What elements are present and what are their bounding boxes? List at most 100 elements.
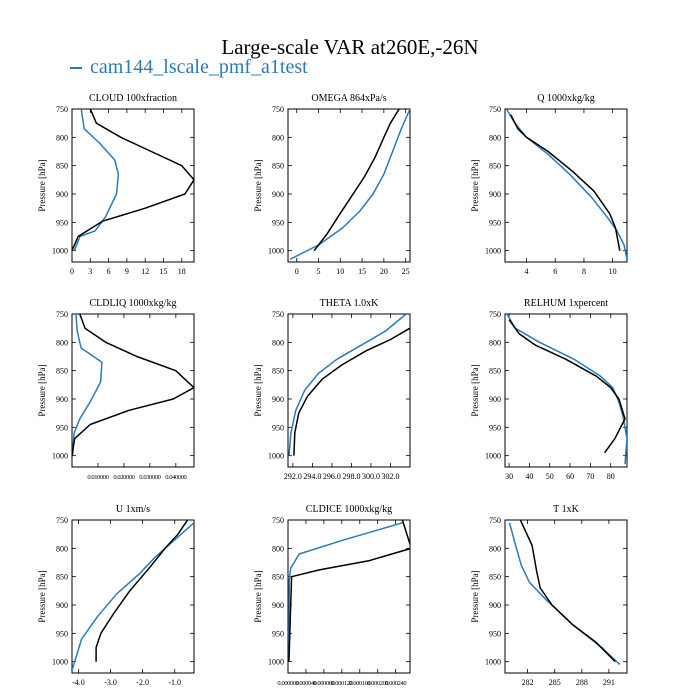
panel-1: CLOUD 100xfraction Pressure [hPa] 750 800 85…: [37, 93, 195, 276]
y-axis-label: Pressure [hPa]: [253, 570, 263, 622]
x-tick-label: 300.0: [362, 472, 380, 481]
plot-frame: [504, 108, 628, 263]
y-tick-label: 950: [489, 218, 501, 227]
panel-title: U 1xm/s: [116, 504, 150, 515]
x-tick-label: -3.0: [104, 678, 117, 687]
x-tick-label: -4.0: [72, 678, 85, 687]
x-tick-label: 80: [607, 472, 615, 481]
y-axis-label: Pressure [hPa]: [470, 159, 480, 211]
x-tick-label: 0.000120: [331, 680, 352, 687]
panel-2: OMEGA 864xPa/s Pressure [hPa] 750 800 850 900…: [253, 93, 411, 276]
panel-9: T 1xK Pressure [hPa] 750 800 850 900 950 1000 28…: [470, 504, 628, 687]
x-tick-label: 60: [566, 472, 574, 481]
x-tick-label: 8: [582, 267, 586, 276]
y-tick-label: 900: [272, 601, 284, 610]
y-tick-label: 900: [489, 601, 501, 610]
plot-frame: [71, 313, 195, 468]
y-tick-label: 1000: [52, 247, 68, 256]
panel-title: THETA 1.0xK: [320, 298, 379, 309]
x-tick-label: 40: [525, 472, 533, 481]
series-line-model: [72, 314, 103, 456]
y-axis-label: Pressure [hPa]: [470, 364, 480, 416]
y-axis-label: Pressure [hPa]: [470, 570, 480, 622]
series-line-obs: [72, 314, 194, 456]
plot-frame: [287, 519, 411, 674]
plot-frame: [504, 313, 628, 468]
y-tick-label: 950: [56, 218, 68, 227]
x-tick-label: 0.040000: [165, 474, 186, 481]
legend: cam144_lscale_pmf_a1test: [70, 56, 308, 79]
y-tick-label: 950: [489, 423, 501, 432]
plot-frame: [71, 108, 195, 263]
y-tick-label: 800: [489, 338, 501, 347]
x-tick-label: 10: [609, 267, 617, 276]
y-axis-label: Pressure [hPa]: [253, 364, 263, 416]
y-tick-label: 1000: [268, 247, 284, 256]
x-tick-label: 15: [358, 267, 366, 276]
legend-label: cam144_lscale_pmf_a1test: [90, 56, 308, 78]
x-tick-label: 70: [586, 472, 594, 481]
y-tick-label: 800: [272, 338, 284, 347]
y-tick-label: 900: [489, 395, 501, 404]
y-tick-label: 1000: [268, 452, 284, 461]
y-axis-label: Pressure [hPa]: [253, 159, 263, 211]
y-tick-label: 1000: [268, 658, 284, 667]
y-tick-label: 800: [56, 544, 68, 553]
y-tick-label: 800: [489, 544, 501, 553]
y-tick-label: 850: [272, 162, 284, 171]
figure-title: Large-scale VAR at260E,-26N: [221, 35, 479, 59]
x-tick-label: 30: [505, 472, 513, 481]
y-tick-label: 750: [489, 105, 501, 114]
series-line-model: [506, 314, 627, 465]
y-tick-label: 750: [272, 105, 284, 114]
panel-title: Q 1000xkg/kg: [537, 93, 595, 104]
y-tick-label: 800: [56, 133, 68, 142]
y-tick-label: 900: [56, 601, 68, 610]
x-tick-label: 294.0: [303, 472, 321, 481]
y-tick-label: 900: [56, 395, 68, 404]
plot-frame: [71, 519, 195, 674]
y-tick-label: 750: [489, 516, 501, 525]
series-line-model: [505, 109, 627, 260]
series-line-obs: [519, 520, 616, 663]
x-tick-label: 288: [576, 678, 588, 687]
x-tick-label: -2.0: [136, 678, 149, 687]
panel-title: CLOUD 100xfraction: [89, 93, 177, 104]
y-tick-label: 1000: [52, 452, 68, 461]
x-tick-label: 50: [546, 472, 554, 481]
x-tick-label: 10: [336, 267, 344, 276]
x-tick-label: 3: [88, 267, 92, 276]
panel-3: Q 1000xkg/kg Pressure [hPa] 750 800 850 900 95…: [470, 93, 628, 276]
panel-title: T 1xK: [553, 504, 579, 515]
y-tick-label: 900: [489, 190, 501, 199]
x-tick-label: 0.000240: [385, 680, 406, 687]
x-tick-label: 291: [603, 678, 615, 687]
plot-frame: [504, 519, 628, 674]
y-tick-label: 900: [56, 190, 68, 199]
series-line-obs: [72, 109, 194, 251]
x-tick-label: 285: [549, 678, 561, 687]
series-line-obs: [510, 114, 621, 251]
x-tick-label: 25: [402, 267, 410, 276]
x-tick-label: 18: [178, 267, 186, 276]
x-tick-label: 6: [107, 267, 111, 276]
plot-frame: [287, 313, 411, 468]
panel-5: THETA 1.0xK Pressure [hPa] 750 800 850 900 950…: [253, 298, 411, 481]
y-tick-label: 950: [272, 423, 284, 432]
y-tick-label: 850: [56, 162, 68, 171]
y-tick-label: 750: [272, 516, 284, 525]
panel-7: U 1xm/s Pressure [hPa] 750 800 850 900 950 1000…: [37, 504, 195, 687]
x-tick-label: 20: [380, 267, 388, 276]
x-tick-label: 0: [70, 267, 74, 276]
series-line-obs: [288, 520, 410, 662]
y-tick-label: 750: [272, 310, 284, 319]
plot-frame: [287, 108, 411, 263]
y-tick-label: 950: [272, 218, 284, 227]
x-tick-label: -1.0: [168, 678, 181, 687]
series-line-model: [72, 522, 194, 671]
y-tick-label: 750: [489, 310, 501, 319]
y-axis-label: Pressure [hPa]: [37, 159, 47, 211]
y-tick-label: 850: [489, 573, 501, 582]
x-tick-label: 292.0: [284, 472, 302, 481]
